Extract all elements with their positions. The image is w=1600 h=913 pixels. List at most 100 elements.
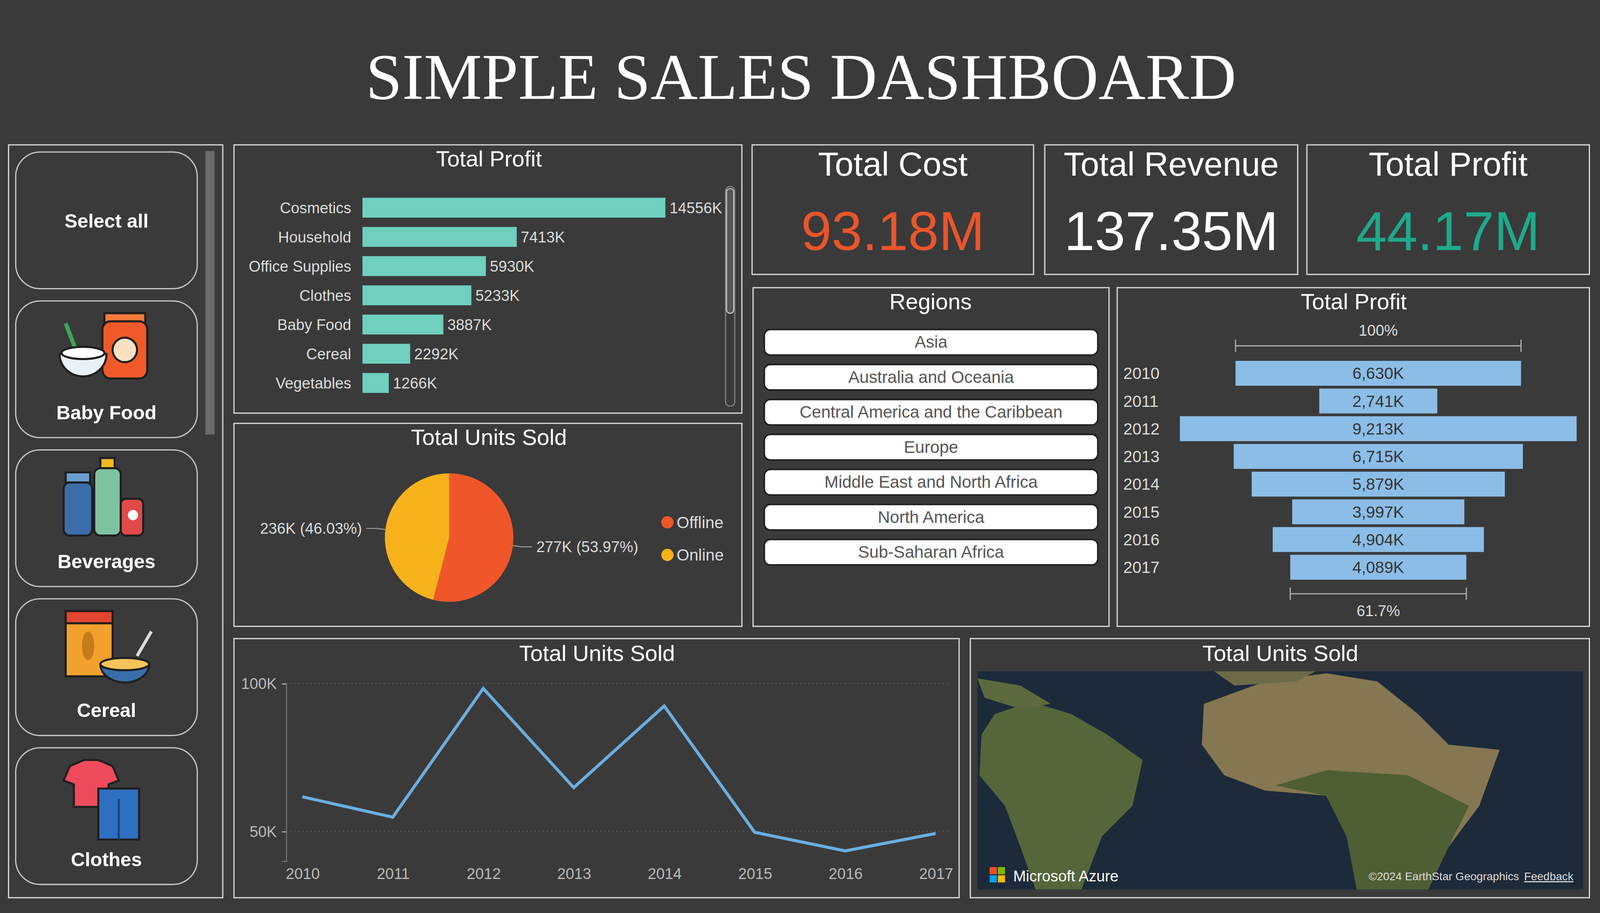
map-logo [998, 866, 1006, 874]
slicer-button[interactable] [15, 152, 198, 289]
region-button[interactable] [764, 399, 1098, 425]
category-label: Clothes [299, 286, 352, 304]
region-label: North America [877, 507, 985, 527]
category-label: 2010 [1123, 364, 1160, 383]
region-button[interactable] [764, 504, 1098, 530]
data-label: 3887K [447, 316, 492, 334]
x-tick-label: 2011 [376, 864, 410, 882]
funnel-bar [1233, 444, 1523, 469]
kpi-value: 44.17M [1356, 200, 1540, 262]
slicer-item[interactable]: Cereal [15, 598, 198, 736]
map-logo [998, 875, 1006, 883]
funnel-bar [1251, 471, 1505, 497]
funnel-bar [1290, 554, 1467, 580]
region-label: Australia and Oceania [848, 367, 1014, 387]
y-tick: 50K [249, 822, 286, 840]
data-label: 3,997K [1352, 502, 1404, 522]
slicer-label: Cereal [76, 699, 136, 721]
chart-title: Total Units Sold [411, 424, 568, 450]
legend-swatch [661, 516, 674, 529]
map-feedback[interactable]: Feedback [1524, 870, 1574, 883]
x-tick: 2010 [285, 862, 320, 882]
y-axis: 50K100K [241, 674, 287, 862]
data-label: 9,213K [1352, 419, 1404, 438]
x-tick-label: 2014 [647, 864, 682, 882]
region-item[interactable]: Asia [764, 329, 1098, 356]
slicer-button[interactable] [15, 747, 198, 885]
legend-label: Online [676, 545, 724, 564]
region-item[interactable]: Middle East and North Africa [764, 469, 1098, 495]
bar [362, 226, 517, 247]
funnel-bar [1272, 526, 1484, 552]
kpi-value: 137.35M [1064, 200, 1279, 262]
background [0, 0, 1600, 913]
slicer-item[interactable]: Baby Food [15, 300, 198, 438]
bars [362, 197, 666, 393]
slicer-icon [63, 458, 144, 536]
regions-panel [753, 287, 1110, 627]
map-land [1202, 673, 1500, 890]
legend-label: Offline [676, 513, 724, 532]
region-label: Asia [914, 332, 948, 352]
slicer-icon [65, 610, 152, 682]
y-tick-mark [282, 683, 286, 685]
kpi-card [1306, 144, 1590, 275]
icon-part [112, 337, 137, 362]
funnel-bar [1319, 388, 1438, 414]
dashboard-title: SIMPLE SALES DASHBOARD [366, 40, 1237, 113]
pie-panel [234, 423, 742, 626]
x-tick: 2014 [647, 862, 682, 882]
category-label: 2013 [1123, 447, 1160, 466]
slicer-button[interactable] [15, 449, 198, 587]
map-land [977, 678, 1052, 709]
x-tick-label: 2012 [466, 864, 501, 882]
kpi-title: Total Cost [818, 145, 968, 183]
x-tick: 2013 [557, 862, 592, 882]
x-tick: 2015 [738, 862, 772, 882]
funnel-annotation: 100% [1235, 321, 1522, 352]
slicer-item[interactable]: Select all [15, 152, 198, 289]
category-label: Office Supplies [248, 257, 352, 275]
x-tick-label: 2013 [557, 864, 592, 882]
region-label: Middle East and North Africa [824, 472, 1038, 492]
x-tick: 2012 [466, 862, 501, 882]
map-ocean [977, 671, 1584, 890]
data-label: 236K (46.03%) [260, 519, 362, 537]
region-item[interactable]: Australia and Oceania [764, 364, 1098, 390]
region-label: Europe [904, 437, 959, 457]
bar [362, 285, 472, 306]
bar [362, 314, 444, 335]
region-item[interactable]: Central America and the Caribbean [764, 399, 1098, 425]
slicer-button[interactable] [15, 300, 198, 438]
map [977, 671, 1584, 890]
slicer-scrollbar [205, 150, 215, 435]
leader-line [366, 528, 386, 530]
funnel-bar [1292, 499, 1465, 524]
region-button[interactable] [764, 329, 1098, 356]
icon-part [65, 323, 76, 350]
region-button[interactable] [764, 539, 1098, 565]
region-button[interactable] [764, 469, 1098, 495]
region-button[interactable] [764, 364, 1098, 390]
funnel-bars [1180, 360, 1577, 580]
bar [362, 343, 410, 364]
map-panel [970, 638, 1590, 898]
chart-title: Total Profit [436, 146, 542, 172]
slicer-panel [8, 144, 223, 898]
region-item[interactable]: Europe [764, 434, 1098, 460]
region-button[interactable] [764, 434, 1098, 460]
map-logo [989, 866, 997, 874]
map-brand: Microsoft Azure [1013, 867, 1119, 885]
map-title: Total Units Sold [1202, 640, 1359, 666]
grid [286, 683, 949, 832]
category-label: 2012 [1123, 419, 1160, 438]
slicer-item[interactable]: Clothes [15, 747, 198, 885]
region-item[interactable]: North America [764, 504, 1098, 530]
data-label: 277K (53.97%) [536, 538, 639, 556]
data-label: 14556K [669, 199, 723, 217]
slicer-button[interactable] [15, 598, 198, 736]
slicer-item[interactable]: Beverages [15, 449, 198, 587]
data-label: 2,741K [1352, 392, 1404, 411]
icon-part [61, 346, 105, 360]
region-item[interactable]: Sub-Saharan Africa [764, 539, 1098, 565]
